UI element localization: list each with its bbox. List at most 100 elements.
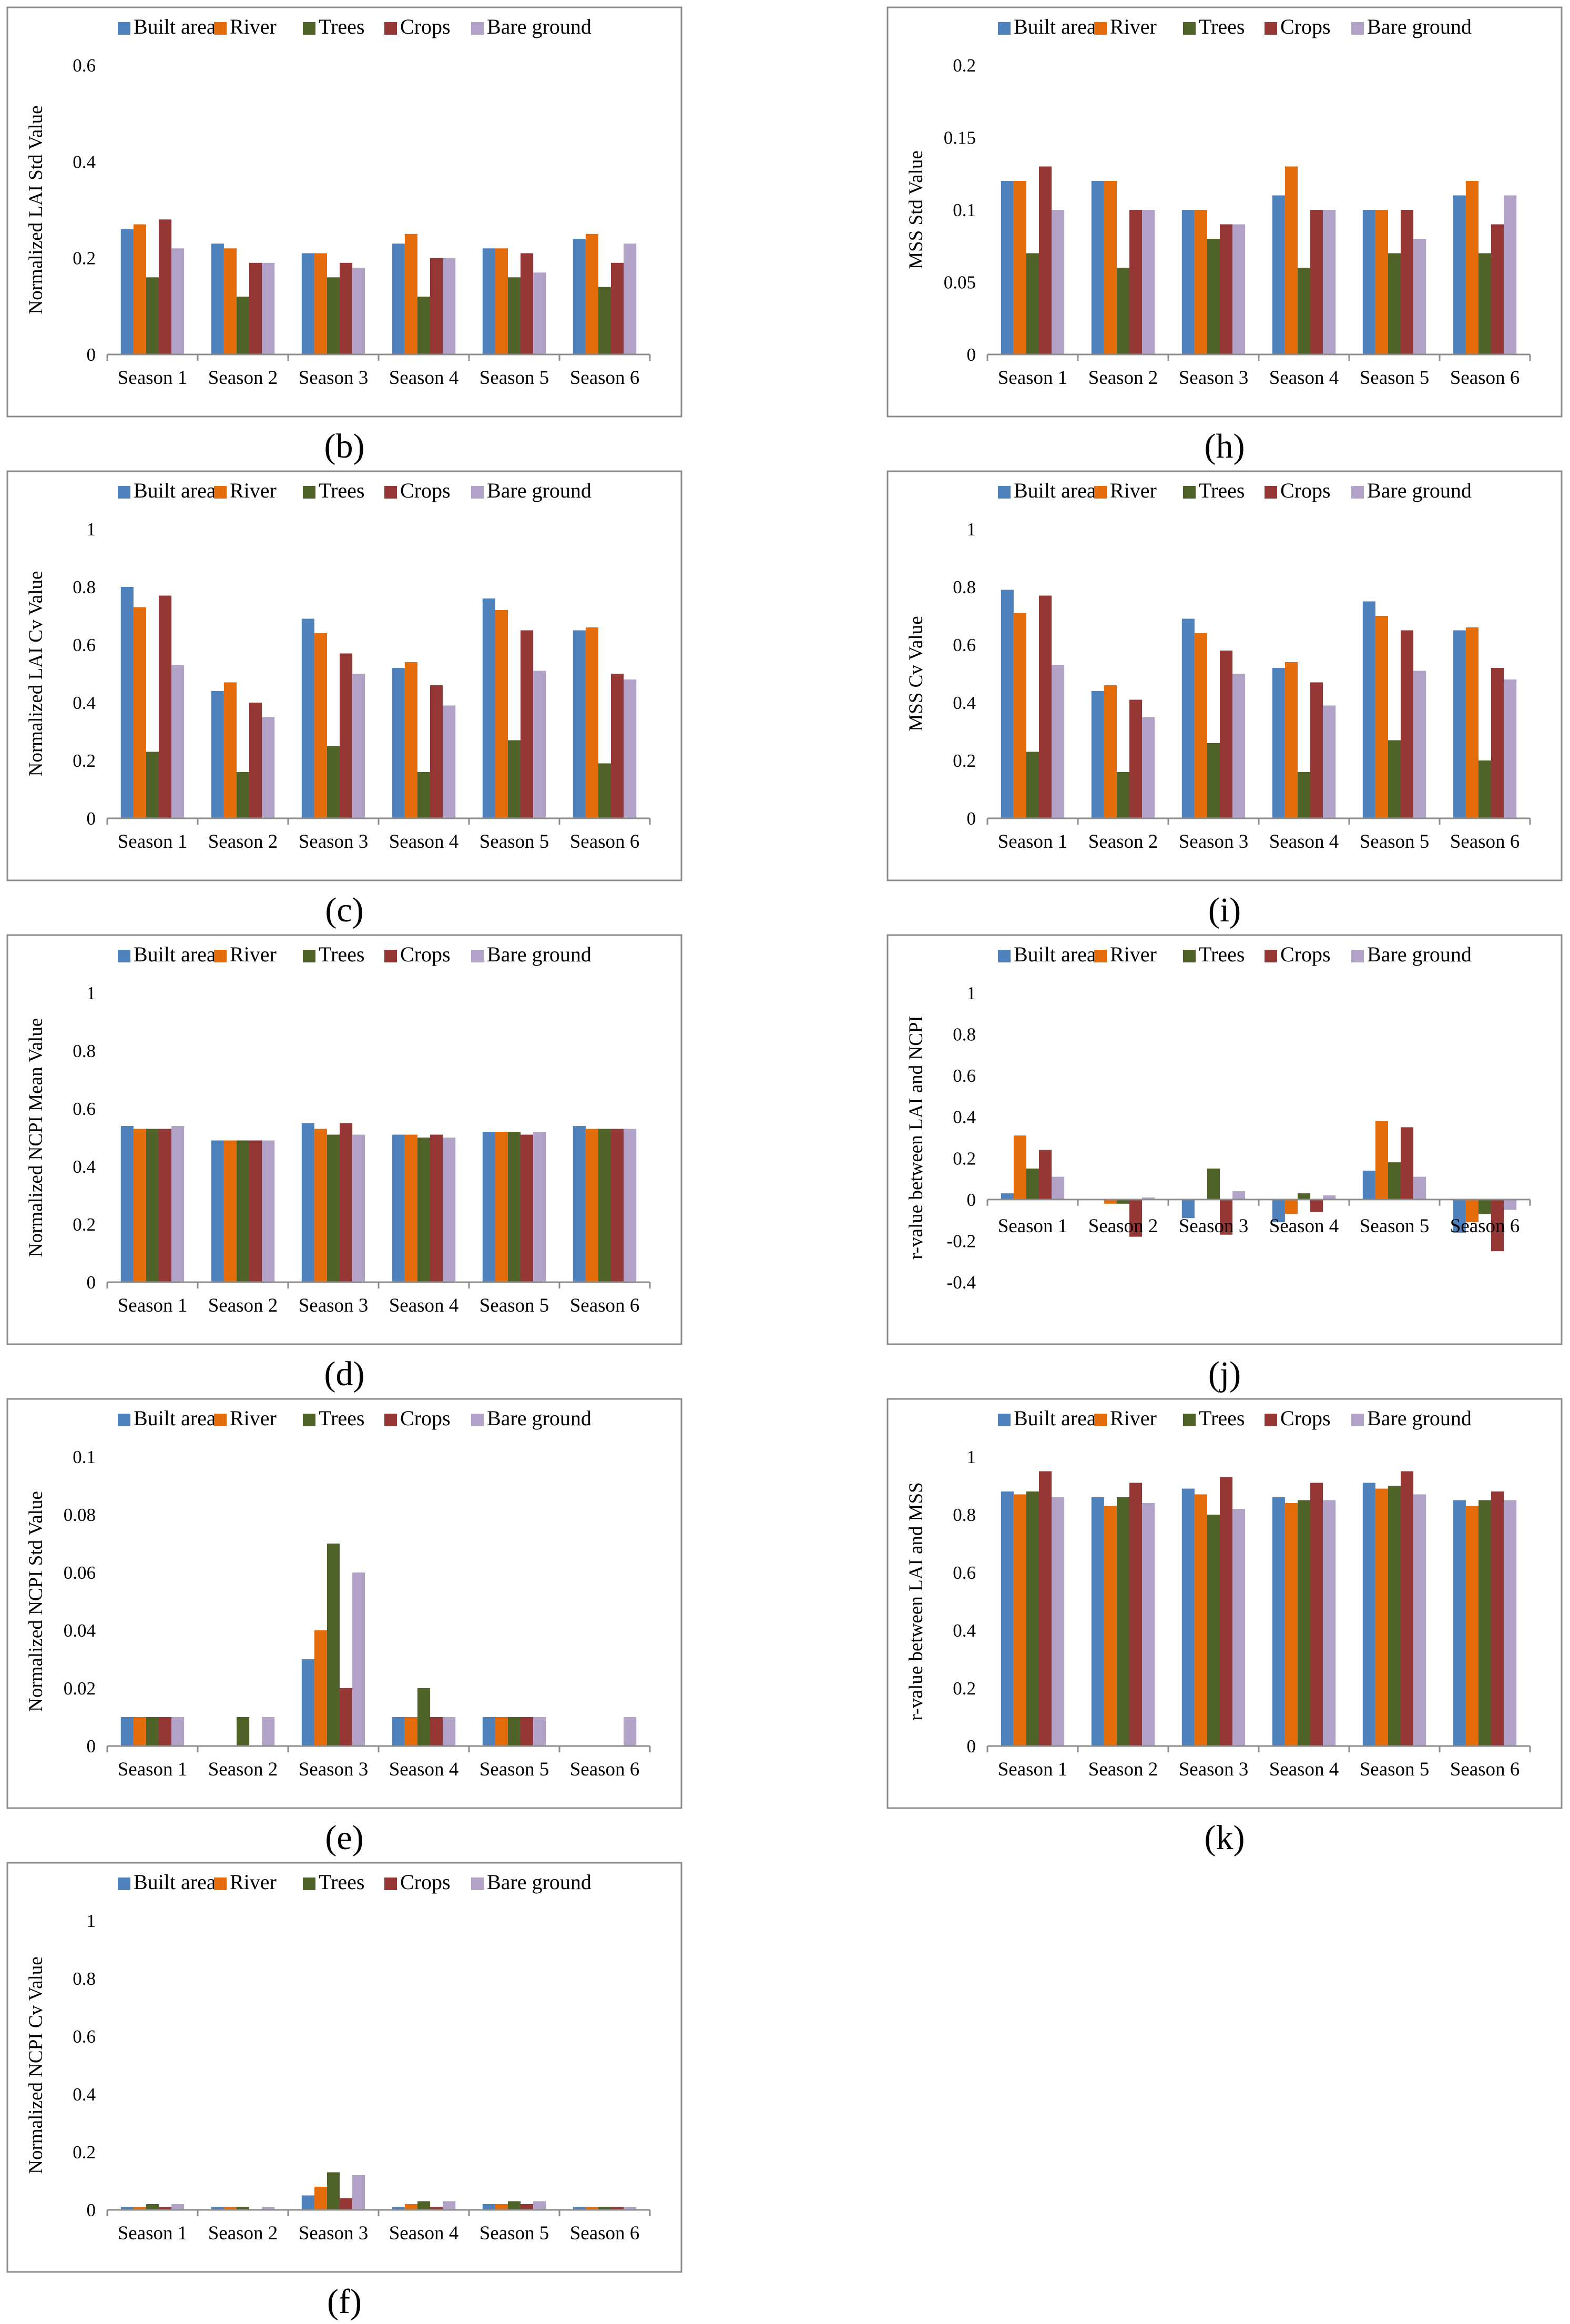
y-tick-label: 0.4 xyxy=(953,1107,976,1128)
y-tick-label: 0.4 xyxy=(73,1156,96,1177)
x-category-label: Season 1 xyxy=(118,2222,188,2244)
bar-river-season-3 xyxy=(1194,1494,1207,1746)
legend-label: Bare ground xyxy=(487,1870,592,1894)
y-tick-label: 0.6 xyxy=(73,635,96,655)
bar-bare-ground-season-2 xyxy=(1142,1197,1155,1200)
bar-river-season-6 xyxy=(585,627,598,818)
bar-built-area-season-5 xyxy=(482,598,495,818)
bar-bare-ground-season-6 xyxy=(624,2207,637,2210)
bar-bare-ground-season-1 xyxy=(171,665,185,818)
legend-swatch-built-area xyxy=(118,486,130,499)
bar-crops-season-6 xyxy=(611,674,624,818)
bar-river-season-2 xyxy=(223,682,237,818)
bar-trees-season-6 xyxy=(598,763,611,818)
bar-river-season-6 xyxy=(1465,1506,1479,1746)
y-tick-label: 0.08 xyxy=(64,1505,96,1525)
bar-built-area-season-4 xyxy=(1272,1199,1285,1223)
bar-crops-season-5 xyxy=(521,630,534,818)
x-category-label: Season 2 xyxy=(1088,1215,1158,1237)
legend-label: Built area xyxy=(1014,479,1096,502)
x-category-label: Season 3 xyxy=(299,831,369,853)
y-tick-label: 0 xyxy=(967,1736,976,1757)
y-tick-label: 0.4 xyxy=(953,1620,976,1641)
chart-panel-i: Built area River Trees Crops Bare ground 0 0.2… xyxy=(886,470,1563,881)
panel-caption: (b) xyxy=(324,427,365,465)
bar-river-season-1 xyxy=(1013,1494,1026,1746)
y-tick-label: 0.02 xyxy=(64,1678,96,1699)
legend-label: Trees xyxy=(319,1406,364,1430)
x-category-label: Season 1 xyxy=(998,1215,1068,1237)
legend-swatch-river xyxy=(1094,1414,1107,1426)
bar-bare-ground-season-1 xyxy=(171,1126,185,1282)
bar-trees-season-6 xyxy=(1479,1199,1492,1214)
legend-swatch-river xyxy=(214,1414,227,1426)
legend-swatch-river xyxy=(214,950,227,962)
bar-built-area-season-1 xyxy=(1001,1491,1014,1746)
bar-trees-season-1 xyxy=(146,277,159,354)
bar-built-area-season-4 xyxy=(1272,195,1285,354)
bar-built-area-season-2 xyxy=(211,1140,224,1282)
bar-trees-season-2 xyxy=(1117,1199,1130,1204)
bar-built-area-season-3 xyxy=(1181,1199,1195,1219)
bar-river-season-1 xyxy=(133,2207,146,2210)
x-category-label: Season 6 xyxy=(570,831,640,853)
bar-bare-ground-season-4 xyxy=(1323,1500,1336,1746)
y-tick-label: 1 xyxy=(87,1911,96,1931)
panel-caption: (d) xyxy=(324,1355,365,1393)
bar-river-season-2 xyxy=(1104,1199,1117,1204)
bar-bare-ground-season-2 xyxy=(262,262,275,354)
x-category-label: Season 6 xyxy=(570,2222,640,2244)
x-category-label: Season 5 xyxy=(1360,367,1430,389)
y-tick-label: 0 xyxy=(967,808,976,829)
chart-panel-e: Built area River Trees Crops Bare ground 0 0.0… xyxy=(6,1398,682,1809)
bar-bare-ground-season-5 xyxy=(533,272,546,354)
bar-crops-season-3 xyxy=(340,653,353,818)
x-category-label: Season 5 xyxy=(480,2222,549,2244)
bar-river-season-1 xyxy=(1013,1135,1026,1200)
bar-built-area-season-5 xyxy=(1362,601,1375,818)
bar-bare-ground-season-4 xyxy=(1323,210,1336,354)
legend: Built area River Trees Crops Bare ground xyxy=(998,1406,1472,1430)
bar-river-season-1 xyxy=(133,224,146,354)
legend-swatch-bare-ground xyxy=(471,22,484,35)
bar-bare-ground-season-1 xyxy=(171,248,185,354)
bar-bare-ground-season-3 xyxy=(352,674,365,818)
bar-built-area-season-1 xyxy=(120,229,134,354)
y-tick-label: 0 xyxy=(967,344,976,365)
y-tick-label: 0.15 xyxy=(944,128,976,148)
bar-built-area-season-1 xyxy=(120,1717,134,1746)
x-category-label: Season 3 xyxy=(299,367,369,389)
y-axis-label: Normalized NCPI Cv Value xyxy=(25,1956,47,2174)
legend-swatch-crops xyxy=(1265,22,1277,35)
bar-built-area-season-6 xyxy=(573,1126,586,1282)
legend-swatch-trees xyxy=(303,22,315,35)
bar-built-area-season-3 xyxy=(301,618,314,818)
x-category-label: Season 3 xyxy=(299,1295,369,1316)
legend-label: Trees xyxy=(319,942,364,966)
y-tick-label: 1 xyxy=(967,1447,976,1467)
legend-label: Built area xyxy=(134,479,216,502)
x-category-label: Season 1 xyxy=(118,1295,188,1316)
panel-caption: (e) xyxy=(325,1819,363,1857)
bar-trees-season-1 xyxy=(1026,1491,1039,1746)
x-category-label: Season 5 xyxy=(480,367,549,389)
bar-trees-season-1 xyxy=(146,1717,159,1746)
bar-built-area-season-5 xyxy=(482,1717,495,1746)
x-category-label: Season 2 xyxy=(1088,1759,1158,1780)
y-axis-label: Normalized NCPI Std Value xyxy=(25,1491,47,1712)
bar-bare-ground-season-5 xyxy=(1413,239,1426,354)
bar-built-area-season-4 xyxy=(392,1717,405,1746)
bar-crops-season-4 xyxy=(1310,1199,1323,1212)
bar-river-season-6 xyxy=(1465,1199,1479,1223)
legend-label: Built area xyxy=(134,1406,216,1430)
bar-crops-season-3 xyxy=(1220,1199,1233,1235)
bar-crops-season-1 xyxy=(159,219,172,354)
bar-bare-ground-season-6 xyxy=(624,1129,637,1282)
bar-crops-season-5 xyxy=(521,253,534,354)
bar-river-season-5 xyxy=(1375,616,1388,818)
legend-swatch-built-area xyxy=(998,1414,1011,1426)
bar-crops-season-1 xyxy=(1039,166,1052,354)
legend-label: Trees xyxy=(319,479,364,502)
bar-bare-ground-season-3 xyxy=(352,268,365,354)
